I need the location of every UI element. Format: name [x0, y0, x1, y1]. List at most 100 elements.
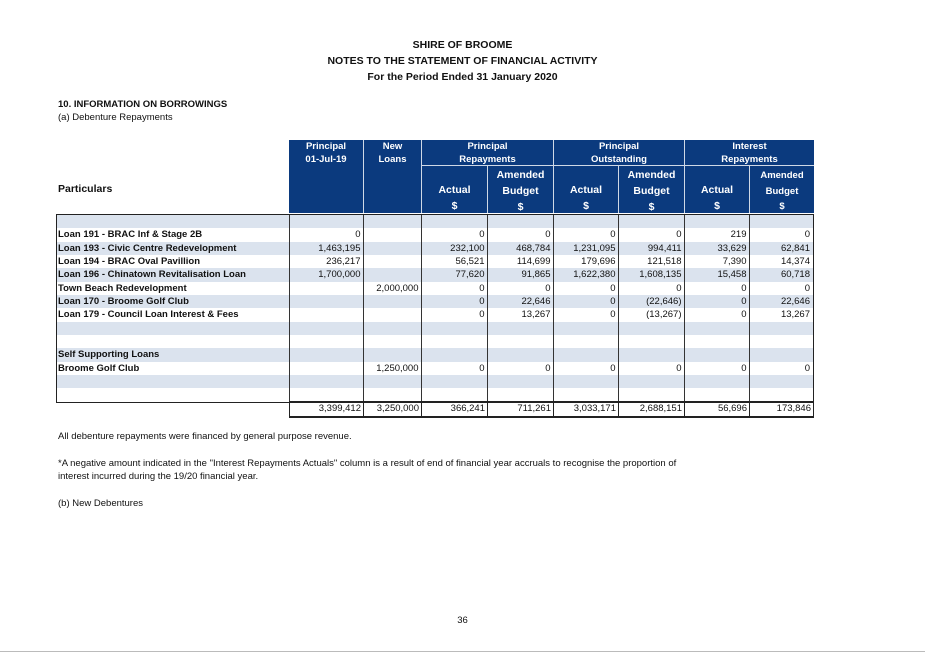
report-title: NOTES TO THE STATEMENT OF FINANCIAL ACTI…	[327, 55, 598, 67]
table-row	[57, 321, 813, 336]
cell-interest-amended-budget: 62,841	[748, 241, 813, 256]
cell-repay-actual	[420, 335, 487, 349]
cell-outstanding-amended-budget	[617, 335, 684, 349]
cell-new-loans	[362, 308, 421, 322]
cell-outstanding-amended-budget: (13,267)	[617, 308, 684, 322]
borrowings-table-body: Loan 191 - BRAC Inf & Stage 2B 0 0 0 0 0 219 0 L…	[56, 214, 814, 403]
total-interest-actual: 56,696	[684, 402, 749, 416]
total-repay-actual: 366,241	[421, 402, 487, 416]
cell-repay-amended-budget	[486, 375, 553, 389]
sub-currency-label: $	[451, 200, 458, 212]
cell-new-loans	[362, 375, 421, 389]
cell-repay-amended-budget: 468,784	[486, 241, 553, 256]
col-principal-line2: 01-Jul-19	[305, 154, 347, 165]
cell-particulars: Town Beach Redevelopment	[58, 282, 187, 294]
cell-outstanding-amended-budget: 994,411	[617, 241, 684, 256]
cell-principal-01-jul-19	[288, 321, 363, 336]
col-new-loans-header: New Loans	[363, 140, 421, 213]
cell-interest-amended-budget	[748, 215, 813, 229]
cell-repay-actual: 77,620	[420, 268, 487, 282]
cell-outstanding-amended-budget	[617, 388, 684, 402]
group-ir-line1: Interest	[732, 141, 767, 152]
sub-pr-actual: Actual $	[421, 166, 487, 213]
cell-outstanding-actual: 0	[552, 295, 618, 309]
cell-interest-actual	[683, 321, 749, 336]
cell-new-loans: 1,250,000	[362, 361, 421, 376]
cell-repay-amended-budget: 0	[486, 228, 553, 242]
total-outstanding-amended-budget: 2,688,151	[618, 402, 684, 416]
cell-repay-amended-budget: 13,267	[486, 308, 553, 322]
cell-principal-01-jul-19: 1,700,000	[288, 268, 363, 282]
sub-amended-label: Amended	[760, 170, 804, 181]
cell-particulars: Loan 196 - Chinatown Revitalisation Loan	[58, 269, 246, 281]
cell-repay-amended-budget: 91,865	[486, 268, 553, 282]
cell-outstanding-amended-budget: 121,518	[617, 255, 684, 269]
cell-repay-amended-budget	[486, 388, 553, 402]
cell-outstanding-actual	[552, 348, 618, 362]
cell-outstanding-amended-budget: 0	[617, 228, 684, 242]
cell-outstanding-actual	[552, 321, 618, 336]
cell-interest-actual: 0	[683, 281, 749, 296]
cell-outstanding-amended-budget: (22,646)	[617, 295, 684, 309]
table-row: Town Beach Redevelopment 2,000,000 0 0 0 0 0 0	[57, 281, 813, 296]
cell-interest-amended-budget	[748, 388, 813, 402]
cell-interest-actual	[683, 375, 749, 389]
cell-interest-amended-budget: 60,718	[748, 268, 813, 282]
table-row	[57, 215, 813, 229]
sub-pr-amended: Amended Budget $	[487, 166, 553, 213]
table-row: Loan 193 - Civic Centre Redevelopment 1,4…	[57, 241, 813, 256]
cell-particulars: Loan 191 - BRAC Inf & Stage 2B	[58, 229, 203, 241]
cell-interest-actual	[683, 215, 749, 229]
cell-interest-actual	[683, 335, 749, 349]
section-subtitle: (a) Debenture Repayments	[58, 112, 173, 123]
cell-interest-amended-budget: 13,267	[748, 308, 813, 322]
cell-outstanding-actual	[552, 215, 618, 229]
cell-interest-actual: 15,458	[683, 268, 749, 282]
cell-outstanding-actual	[552, 388, 618, 402]
cell-interest-actual: 7,390	[683, 255, 749, 269]
cell-interest-amended-budget: 22,646	[748, 295, 813, 309]
cell-outstanding-amended-budget: 0	[617, 361, 684, 376]
cell-principal-01-jul-19: 236,217	[288, 255, 363, 269]
totals-row: 3,399,412 3,250,000 366,241 711,261 3,033,17…	[289, 401, 814, 418]
cell-interest-amended-budget	[748, 348, 813, 362]
cell-new-loans	[362, 388, 421, 402]
cell-outstanding-actual: 0	[552, 228, 618, 242]
cell-repay-actual: 56,521	[420, 255, 487, 269]
table-row: Loan 196 - Chinatown Revitalisation Loan…	[57, 268, 813, 282]
col-principal-header: Principal 01-Jul-19	[289, 140, 363, 213]
table-row: Loan 191 - BRAC Inf & Stage 2B 0 0 0 0 0 219 0	[57, 228, 813, 242]
cell-particulars	[57, 335, 289, 348]
cell-repay-actual	[420, 388, 487, 402]
cell-repay-actual: 0	[420, 281, 487, 296]
cell-principal-01-jul-19	[288, 361, 363, 376]
cell-interest-actual: 0	[683, 361, 749, 376]
cell-particulars: Broome Golf Club	[58, 362, 140, 374]
cell-particulars: Loan 193 - Civic Centre Redevelopment	[58, 242, 237, 254]
cell-repay-amended-budget: 22,646	[486, 295, 553, 309]
cell-new-loans	[362, 348, 421, 362]
cell-repay-actual: 0	[420, 361, 487, 376]
table-row: Broome Golf Club 1,250,000 0 0 0 0 0 0	[57, 361, 813, 376]
cell-particulars: Loan 179 - Council Loan Interest & Fees	[58, 309, 239, 321]
group-pr-line2: Repayments	[459, 154, 516, 165]
total-interest-amended-budget: 173,846	[749, 402, 813, 416]
section-new-debentures: (b) New Debentures	[58, 498, 144, 509]
cell-interest-amended-budget	[748, 321, 813, 336]
cell-particulars: Loan 170 - Broome Golf Club	[58, 296, 189, 308]
cell-new-loans	[362, 228, 421, 242]
sub-po-amended: Amended Budget $	[618, 166, 684, 213]
cell-repay-actual: 232,100	[420, 241, 487, 256]
cell-outstanding-actual: 179,696	[552, 255, 618, 269]
cell-new-loans	[362, 295, 421, 309]
cell-new-loans	[362, 241, 421, 256]
cell-particulars: Loan 194 - BRAC Oval Pavillion	[58, 256, 201, 268]
table-row	[57, 335, 813, 349]
cell-repay-actual	[420, 215, 487, 229]
table-row: Loan 170 - Broome Golf Club 0 22,646 0 (22,6…	[57, 295, 813, 309]
cell-repay-amended-budget: 0	[486, 281, 553, 296]
cell-principal-01-jul-19	[288, 388, 363, 402]
cell-interest-actual: 219	[683, 228, 749, 242]
note-negative-line2: interest incurred during the 19/20 finan…	[58, 471, 259, 482]
note-negative-line1: *A negative amount indicated in the "Int…	[58, 458, 677, 469]
